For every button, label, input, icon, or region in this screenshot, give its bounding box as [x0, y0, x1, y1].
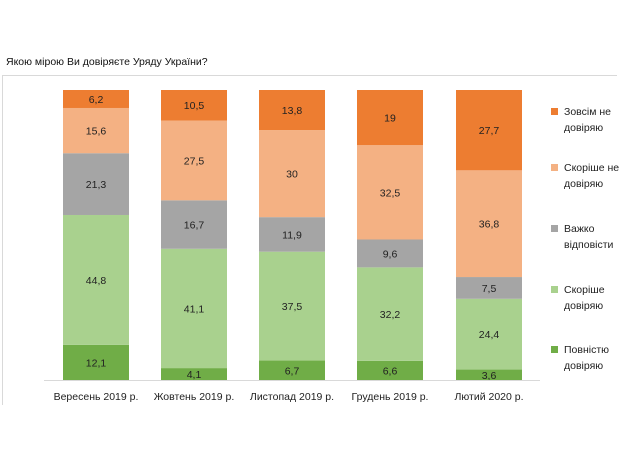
legend-label: Важко відповісти	[564, 223, 614, 251]
data-label: 10,5	[184, 100, 205, 112]
bar-segment	[63, 107, 129, 154]
legend-swatch	[551, 346, 558, 353]
data-label: 4,1	[187, 369, 202, 381]
bar-segment	[357, 267, 423, 361]
data-label: 27,7	[479, 125, 500, 137]
bar-segment	[259, 217, 325, 252]
legend-label-line: Скоріше не	[564, 162, 619, 174]
data-label: 7,5	[482, 283, 497, 295]
bar-segment	[63, 214, 129, 345]
chart-frame-left-border	[2, 75, 3, 405]
data-label: 13,8	[282, 105, 303, 117]
data-label: 32,2	[380, 309, 401, 321]
legend-label-line: Зовсім не	[564, 106, 611, 118]
data-label: 36,8	[479, 219, 500, 231]
legend-label: Зовсім не довіряю	[564, 106, 611, 134]
bar-segment	[357, 239, 423, 268]
bar-segment	[456, 369, 522, 380]
data-label: 41,1	[184, 303, 205, 315]
data-label: 44,8	[86, 275, 107, 287]
data-label: 19	[384, 113, 396, 125]
bar-segment	[259, 251, 325, 361]
data-label: 12,1	[86, 357, 107, 369]
bar-segment	[63, 344, 129, 380]
data-label: 27,5	[184, 155, 205, 167]
legend-label: Скоріше довіряю	[564, 284, 605, 312]
legend-label-line: Важко	[564, 223, 595, 235]
category-label: Листопад 2019 р.	[250, 391, 334, 403]
data-label: 6,6	[383, 365, 398, 377]
category-label: Вересень 2019 р.	[54, 391, 139, 403]
legend-label-line: відповісти	[564, 239, 614, 251]
bar-segment	[161, 200, 227, 249]
bars-group: 12,1 44,8 21,3 15,6 6,2 4,1 41,1 16,7 27,5 10,5 6,…	[63, 90, 522, 382]
bar-segment	[161, 368, 227, 380]
data-label: 32,5	[380, 187, 401, 199]
category-label: Лютий 2020 р.	[454, 391, 523, 403]
data-label: 30	[286, 169, 298, 181]
bar-segment	[63, 153, 129, 215]
data-label: 24,4	[479, 329, 500, 341]
bar-segment	[357, 145, 423, 240]
data-label: 21,3	[86, 179, 107, 191]
data-label: 16,7	[184, 220, 205, 232]
bar-segment	[259, 360, 325, 380]
data-label: 6,7	[285, 365, 300, 377]
data-label: 37,5	[282, 301, 303, 313]
bar-segment	[357, 360, 423, 380]
bar-segment	[456, 298, 522, 370]
chart-title: Якою мірою Ви довіряєте Уряду України?	[6, 56, 208, 68]
data-label: 15,6	[86, 126, 107, 138]
data-label: 11,9	[282, 229, 302, 241]
legend-label-line: довіряю	[564, 360, 603, 372]
bar-segment	[161, 120, 227, 201]
bar-segment	[63, 90, 129, 108]
data-label: 3,6	[482, 370, 497, 382]
bar-segment	[161, 90, 227, 121]
category-label: Жовтень 2019 р.	[154, 391, 235, 403]
legend-swatch	[551, 286, 558, 293]
legend-label-line: Скоріше	[564, 284, 605, 296]
bar-segment	[259, 90, 325, 131]
data-label: 6,2	[89, 94, 104, 106]
bar-segment	[456, 277, 522, 299]
legend-swatch	[551, 164, 558, 171]
bar-segment	[357, 90, 423, 146]
legend-swatch	[551, 225, 558, 232]
category-label: Грудень 2019 р.	[352, 391, 429, 403]
chart-frame-top-border	[2, 75, 617, 76]
legend-label-line: довіряю	[564, 300, 603, 312]
legend-label: Повністю довіряю	[564, 344, 609, 372]
legend-label-line: Повністю	[564, 344, 609, 356]
legend-label: Скоріше не довіряю	[564, 162, 619, 190]
x-axis: Вересень 2019 р. Жовтень 2019 р. Листопад …	[44, 380, 540, 403]
bar-segment	[456, 90, 522, 171]
legend: Зовсім не довіряю Скоріше не довіряю Важко ві…	[551, 106, 619, 372]
bar-segment	[456, 170, 522, 278]
legend-swatch	[551, 108, 558, 115]
legend-label-line: довіряю	[564, 122, 603, 134]
bar-segment	[259, 130, 325, 218]
data-label: 9,6	[383, 248, 398, 260]
bar-segment	[161, 248, 227, 369]
legend-label-line: довіряю	[564, 178, 603, 190]
